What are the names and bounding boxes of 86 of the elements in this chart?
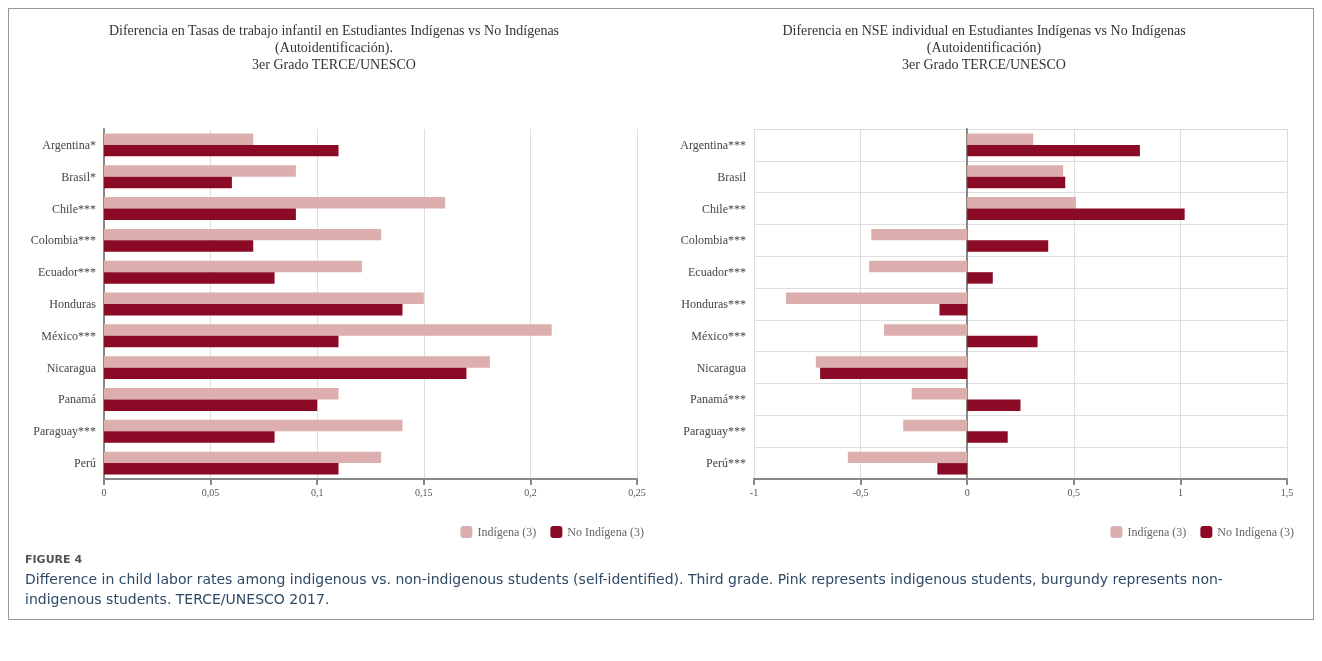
legend-label: No Indígena (3) [1217, 525, 1294, 539]
bar [104, 292, 424, 304]
chart-title: Diferencia en Tasas de trabajo infantil en Estudiantes Indígenas vs No Indígenas (Autoidentificación). 3er Grado TERCE/UNESCO [108, 23, 560, 72]
y-tick-label: Paraguay*** [33, 424, 96, 439]
x-tick-label: 0,5 [1067, 486, 1081, 498]
y-tick-label: Panamá [58, 392, 97, 407]
bar [967, 431, 1008, 443]
bar [104, 388, 339, 400]
x-tick-label: -1 [749, 486, 759, 498]
bar [104, 208, 296, 220]
bar [104, 176, 232, 189]
bar [967, 133, 1034, 145]
bar [847, 451, 968, 464]
x-tick-label: 1,5 [1280, 486, 1294, 498]
y-tick-label: Honduras [49, 297, 97, 311]
y-tick-label: Panamá*** [690, 392, 746, 407]
y-tick-label: Ecuador*** [38, 265, 96, 280]
bar [104, 463, 339, 475]
caption: FIGURE 4 [25, 553, 84, 566]
bar [815, 356, 968, 368]
bar [104, 165, 296, 177]
text: Difference in child labor rates among indigenous vs. non-indigenous students (self-identified). Third grade. Pink represents indigenous students, burgundy represents non-indigenous students. TERCE/UNESCO 2017. [25, 570, 1224, 609]
bar [104, 197, 446, 209]
y-tick-label: Nicaragua [46, 360, 97, 375]
x-tick-label: 0 [101, 486, 107, 498]
bar [967, 240, 1049, 252]
bar [871, 228, 968, 241]
x-tick-label: 0,05 [201, 486, 220, 498]
legend-label: Indígena (3) [1127, 525, 1187, 539]
bar [967, 197, 1076, 209]
chart-title: Diferencia en NSE individual en Estudiantes Indígenas vs No Indígenas (Autoidentificación) 3er Grado TERCE/UNESCO [782, 23, 1186, 72]
bar [967, 399, 1021, 411]
y-tick-label: Chile*** [52, 201, 96, 216]
y-tick-label: Brasil [717, 169, 747, 184]
bar [937, 463, 968, 475]
y-tick-label: Colombia*** [680, 233, 746, 248]
bar [903, 419, 968, 432]
bar [967, 272, 993, 284]
bar [967, 176, 1066, 189]
x-tick-label: 0,2 [524, 486, 537, 498]
x-tick-label: 0,25 [628, 486, 646, 498]
x-tick-label: 0,1 [310, 486, 324, 498]
x-tick-label: 0,15 [415, 486, 433, 498]
bar [104, 144, 339, 157]
legend-label: No Indígena (3) [567, 525, 644, 539]
bar [104, 240, 254, 252]
bar [104, 419, 403, 432]
bar [967, 208, 1185, 220]
x-tick-label: -0,5 [852, 486, 869, 498]
bar [911, 388, 968, 400]
bar [104, 133, 254, 145]
x-tick-label: 0 [964, 486, 970, 498]
bar [820, 367, 968, 380]
bar [939, 304, 968, 316]
y-tick-label: Argentina*** [680, 137, 746, 152]
y-tick-label: Ecuador*** [688, 265, 746, 280]
bar [785, 292, 968, 304]
y-tick-label: México*** [691, 328, 746, 343]
bar [967, 144, 1140, 157]
y-tick-label: Chile*** [702, 201, 746, 216]
bar [967, 165, 1064, 177]
legend-label: Indígena (3) [477, 525, 537, 539]
y-tick-label: Brasil* [61, 169, 96, 184]
bar [967, 335, 1038, 348]
bar [884, 324, 968, 336]
bar [104, 451, 382, 464]
y-tick-label: Argentina* [42, 137, 96, 152]
bar [104, 228, 382, 241]
bar [104, 260, 362, 273]
y-tick-label: Perú [74, 456, 96, 471]
y-tick-label: México*** [41, 328, 96, 343]
bar [104, 324, 552, 336]
y-tick-label: Paraguay*** [683, 424, 746, 439]
bar [104, 399, 318, 411]
y-tick-label: Colombia*** [30, 233, 96, 248]
bar [104, 335, 339, 348]
bar [104, 304, 403, 316]
y-tick-label: Nicaragua [696, 360, 747, 375]
bar [869, 260, 968, 273]
bar [104, 272, 275, 284]
x-tick-label: 1 [1177, 486, 1183, 498]
y-tick-label: Perú*** [706, 456, 746, 471]
bar [104, 367, 467, 380]
bar [104, 431, 275, 443]
bar [104, 356, 490, 368]
y-tick-label: Honduras*** [681, 297, 746, 311]
